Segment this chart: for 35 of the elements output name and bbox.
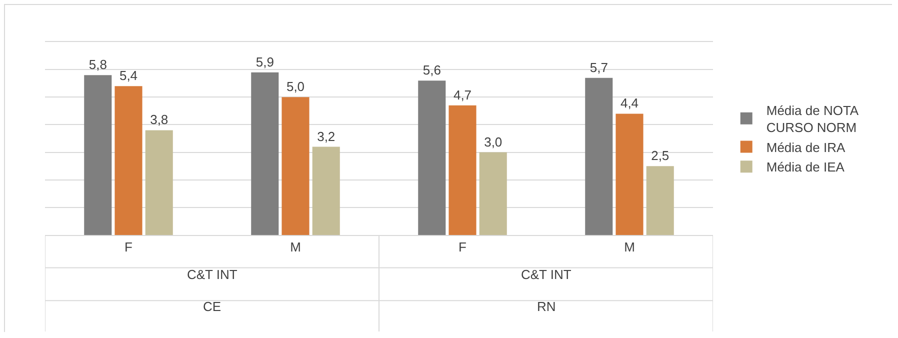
text: C&T INT <box>187 267 238 282</box>
text: C&T INT <box>521 267 572 282</box>
data-label: 5,6 <box>422 62 441 78</box>
bar <box>145 130 173 235</box>
legend-label: Média de IEA <box>766 160 845 175</box>
bar <box>585 78 613 235</box>
data-label: 3,2 <box>317 128 336 144</box>
data-label: 5,4 <box>119 68 138 84</box>
text: CE <box>203 299 222 314</box>
data-label: 5,8 <box>88 57 107 72</box>
data-label: 4,7 <box>453 87 472 102</box>
data-label: 3,0 <box>484 134 502 150</box>
x-tick-label: F <box>458 240 467 255</box>
data-label: 4,4 <box>620 96 639 111</box>
bar <box>114 86 142 235</box>
legend-label: Média de IRA <box>766 140 846 155</box>
x-tick-label: F <box>124 240 133 255</box>
data-label: 5,0 <box>286 79 305 94</box>
bar <box>251 72 279 235</box>
x-tick-label: M <box>290 240 301 255</box>
text: RN <box>537 299 556 314</box>
data-label: 5,9 <box>256 54 274 70</box>
data-label: 5,7 <box>590 60 608 75</box>
data-label: 3,8 <box>150 112 168 128</box>
bar <box>312 146 340 235</box>
bar <box>616 114 644 235</box>
bar <box>479 152 507 235</box>
bar <box>418 80 446 235</box>
legend-label: Média de NOTA CURSO NORM <box>766 103 859 135</box>
x-tick-label: M <box>624 240 635 255</box>
data-label: 2,5 <box>651 148 670 164</box>
bar <box>84 75 112 235</box>
bar <box>448 105 476 235</box>
bar <box>646 166 674 235</box>
bar <box>282 97 310 235</box>
